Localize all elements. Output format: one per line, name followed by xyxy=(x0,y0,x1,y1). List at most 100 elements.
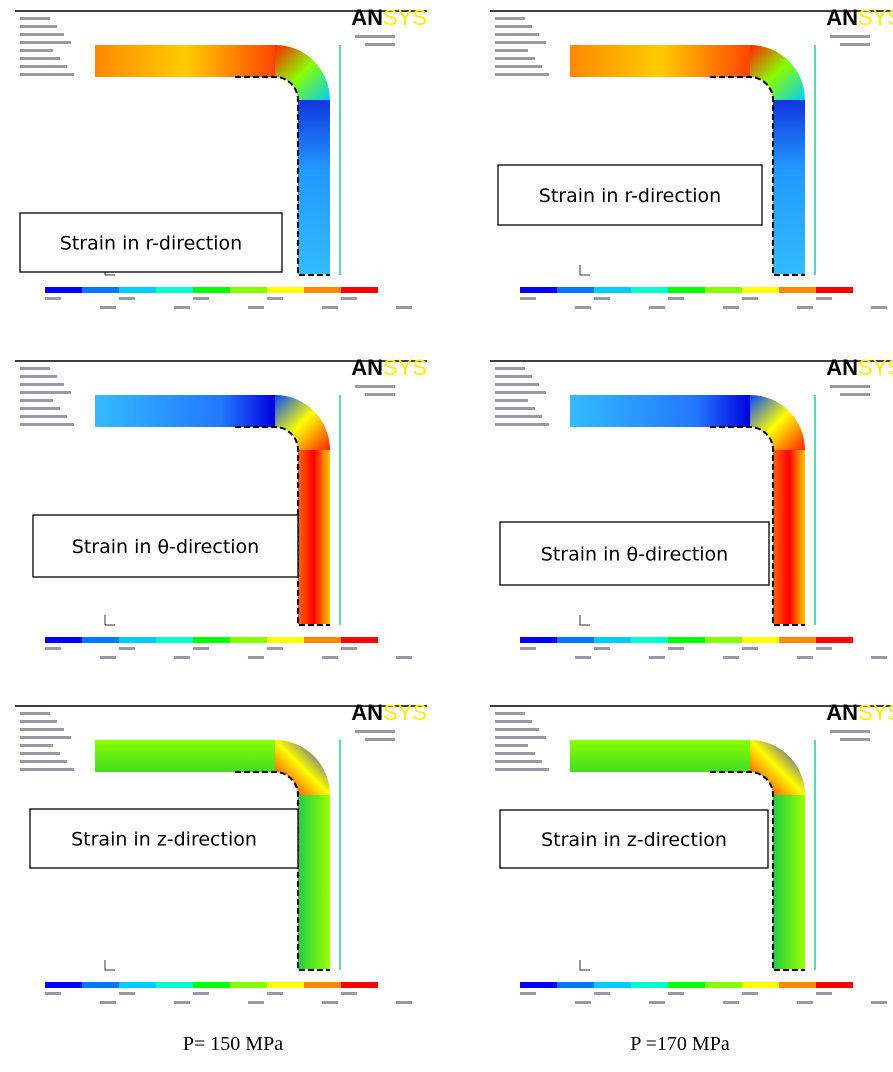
legend-swatch xyxy=(520,982,557,988)
legend-tick-text xyxy=(322,306,338,309)
info-line xyxy=(495,752,535,755)
legend-swatch xyxy=(45,982,82,988)
legend-swatch xyxy=(705,982,742,988)
info-line xyxy=(495,375,532,378)
legend-tick-text xyxy=(723,1001,739,1004)
legend-swatch xyxy=(557,637,594,643)
ansys-logo: ANSYS xyxy=(351,355,427,380)
legend-swatch xyxy=(82,287,119,293)
logo-bold: AN xyxy=(826,5,858,30)
legend-swatch xyxy=(705,637,742,643)
legend-tick-text xyxy=(193,992,209,995)
legend-swatch xyxy=(230,287,267,293)
legend-tick-text xyxy=(396,1001,412,1004)
legend-tick-text xyxy=(594,647,610,650)
info-line xyxy=(355,730,395,733)
label-box xyxy=(497,164,763,226)
legend-swatch xyxy=(119,287,156,293)
mesh-edge xyxy=(235,426,330,626)
arm-vertical xyxy=(773,794,805,969)
legend-tick-text xyxy=(668,992,684,995)
contour-panel: ANSYS Strain in θ-direction xyxy=(490,355,893,659)
legend-swatch xyxy=(193,982,230,988)
legend-swatch xyxy=(594,982,631,988)
info-line xyxy=(20,752,60,755)
legend-tick-text xyxy=(322,1001,338,1004)
legend-tick-text xyxy=(594,992,610,995)
legend-tick-text xyxy=(649,1001,665,1004)
legend-swatch xyxy=(631,982,668,988)
info-line xyxy=(495,728,539,731)
logo-light: SYS xyxy=(383,355,427,380)
legend-tick-text xyxy=(119,297,135,300)
logo-light: SYS xyxy=(383,5,427,30)
legend-tick-text xyxy=(520,647,536,650)
info-line xyxy=(495,33,539,36)
mesh-edge xyxy=(710,76,805,276)
info-line xyxy=(365,43,395,46)
legend-tick-text xyxy=(871,656,887,659)
info-line xyxy=(20,720,57,723)
legend-swatch xyxy=(594,637,631,643)
label-text: Strain in θ-direction xyxy=(541,544,728,566)
info-line xyxy=(495,407,535,410)
label-text: Strain in θ-direction xyxy=(72,536,259,558)
legend-swatch xyxy=(816,287,853,293)
ansys-logo: ANSYS xyxy=(826,355,893,380)
legend-swatch xyxy=(557,982,594,988)
legend-swatch xyxy=(193,637,230,643)
legend-swatch xyxy=(779,982,816,988)
info-line xyxy=(20,712,50,715)
info-line xyxy=(20,49,53,52)
legend-swatch xyxy=(594,287,631,293)
legend-tick-text xyxy=(174,1001,190,1004)
legend-tick-text xyxy=(668,647,684,650)
info-line xyxy=(20,367,50,370)
label-text: Strain in r-direction xyxy=(539,185,721,207)
info-line xyxy=(830,385,870,388)
arm-horizontal xyxy=(95,740,276,772)
legend-tick-text xyxy=(575,306,591,309)
legend-swatch xyxy=(557,287,594,293)
logo-light: SYS xyxy=(858,5,893,30)
info-line xyxy=(20,17,50,20)
arm-bend xyxy=(750,395,805,450)
info-line xyxy=(20,73,74,76)
legend-swatch xyxy=(341,637,378,643)
legend-swatch xyxy=(742,982,779,988)
info-line xyxy=(20,399,53,402)
mesh-edge xyxy=(710,426,805,626)
info-line xyxy=(355,35,395,38)
caption: P= 150 MPa xyxy=(183,1033,283,1055)
legend-tick-text xyxy=(174,306,190,309)
caption: P =170 MPa xyxy=(630,1033,730,1055)
mesh-edge xyxy=(710,771,805,971)
legend-swatch xyxy=(156,637,193,643)
mesh-edge xyxy=(235,771,330,971)
legend-swatch xyxy=(304,287,341,293)
legend-swatch xyxy=(82,637,119,643)
info-line xyxy=(20,423,74,426)
legend-tick-text xyxy=(797,1001,813,1004)
info-line xyxy=(495,25,532,28)
legend-swatch xyxy=(119,637,156,643)
arm-vertical xyxy=(298,99,330,274)
legend-tick-text xyxy=(797,306,813,309)
logo-bold: AN xyxy=(351,700,383,725)
legend-tick-text xyxy=(871,306,887,309)
legend-swatch xyxy=(742,637,779,643)
legend-swatch xyxy=(341,287,378,293)
legend-tick-text xyxy=(742,992,758,995)
logo-bold: AN xyxy=(826,355,858,380)
legend-swatch xyxy=(45,287,82,293)
legend-tick-text xyxy=(341,297,357,300)
info-line xyxy=(20,415,67,418)
legend-swatch xyxy=(668,982,705,988)
legend-tick-text xyxy=(742,647,758,650)
info-line xyxy=(495,736,546,739)
legend-swatch xyxy=(45,637,82,643)
info-line xyxy=(495,65,542,68)
arm-horizontal xyxy=(570,45,751,77)
legend-tick-text xyxy=(575,1001,591,1004)
